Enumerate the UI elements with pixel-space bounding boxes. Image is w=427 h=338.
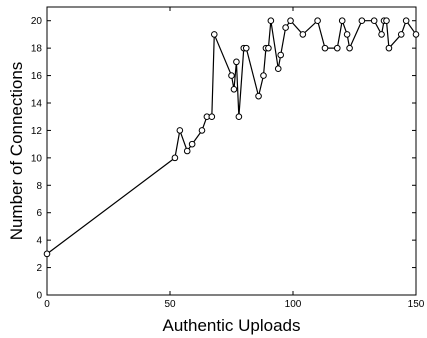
y-tick-label: 20 (31, 16, 43, 27)
data-point (274, 65, 282, 73)
data-point (208, 113, 216, 121)
x-tick-label: 100 (285, 299, 302, 310)
data-point (260, 72, 267, 79)
data-point (370, 17, 378, 25)
data-point (228, 72, 235, 79)
data-point (176, 127, 184, 134)
data-point (383, 17, 390, 25)
y-axis-ticks: 0 2 4 6 8 10 12 14 16 18 20 (31, 16, 416, 302)
data-point (267, 17, 275, 25)
y-tick-label: 4 (36, 236, 42, 247)
data-point (333, 44, 341, 52)
x-axis-ticks: 0 50 100 150 (44, 7, 425, 310)
data-point (43, 250, 51, 258)
y-tick-label: 14 (31, 99, 43, 110)
data-point (343, 31, 351, 38)
data-point (183, 147, 191, 155)
data-point (282, 24, 289, 31)
data-point (242, 44, 250, 52)
data-point (233, 58, 240, 66)
y-tick-label: 6 (36, 208, 42, 219)
plot-border (46, 6, 417, 296)
plot-frame (46, 6, 417, 296)
data-point (198, 127, 206, 134)
y-tick-label: 10 (31, 153, 43, 164)
y-tick-label: 8 (36, 181, 42, 192)
data-point (397, 31, 405, 38)
data-point (210, 31, 218, 38)
data-point (358, 17, 366, 25)
data-point (378, 31, 385, 38)
data-point (412, 31, 420, 38)
data-point (287, 17, 294, 25)
series-line (46, 18, 417, 255)
y-tick-label: 18 (31, 44, 43, 55)
data-point (299, 31, 307, 38)
data-point (235, 113, 243, 121)
data-point (230, 85, 238, 93)
data-point (277, 51, 285, 59)
x-axis-title: Authentic Uploads (163, 316, 301, 335)
data-point (255, 92, 262, 100)
data-point (402, 17, 410, 25)
data-point (188, 140, 196, 148)
series-group (43, 17, 420, 258)
y-tick-label: 2 (36, 263, 42, 274)
y-axis-title: Number of Connections (7, 62, 26, 241)
data-point (265, 44, 272, 52)
data-point (314, 17, 321, 25)
data-point (338, 17, 346, 25)
x-tick-label: 50 (164, 299, 176, 310)
x-tick-label: 150 (408, 299, 425, 310)
y-tick-label: 16 (31, 71, 43, 82)
data-point (385, 44, 393, 52)
data-point (321, 44, 329, 52)
data-point (171, 154, 179, 162)
y-tick-label: 0 (36, 291, 42, 302)
y-tick-label: 12 (31, 126, 43, 137)
x-tick-label: 0 (44, 299, 50, 310)
data-point (346, 44, 353, 52)
